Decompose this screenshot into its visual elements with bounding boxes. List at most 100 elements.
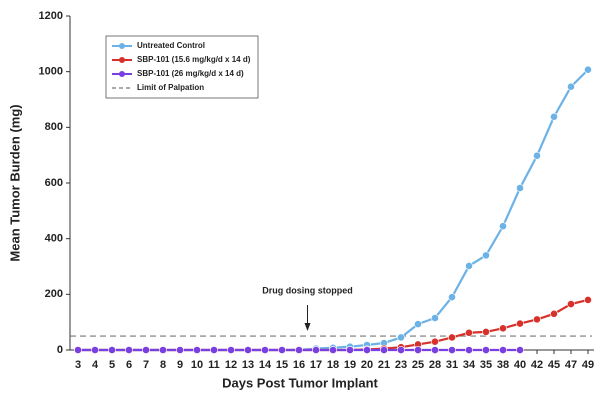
data-point	[465, 328, 473, 337]
data-point	[363, 346, 371, 354]
x-tick-label: 3	[75, 359, 81, 371]
data-point	[397, 333, 405, 342]
x-tick-label: 47	[565, 359, 577, 371]
data-point	[482, 328, 490, 336]
data-point	[414, 346, 422, 354]
legend-label: Untreated Control	[137, 41, 205, 50]
x-tick-label: 16	[293, 359, 305, 371]
legend-label: SBP-101 (15.6 mg/kg/d x 14 d)	[137, 55, 251, 64]
x-tick-label: 9	[177, 359, 183, 371]
data-point	[210, 346, 218, 354]
data-point	[499, 346, 507, 354]
data-point	[312, 346, 320, 354]
data-point	[431, 346, 439, 354]
x-tick-label: 5	[109, 359, 115, 371]
x-tick-label: 45	[548, 359, 560, 371]
data-point	[227, 346, 235, 354]
x-axis-title: Days Post Tumor Implant	[222, 375, 378, 390]
series-line	[78, 68, 589, 352]
data-point	[278, 346, 286, 354]
x-tick-label: 15	[276, 359, 288, 371]
data-point	[295, 346, 303, 354]
data-point	[533, 315, 541, 324]
data-point	[567, 300, 575, 308]
x-tick-label: 28	[429, 359, 441, 371]
data-point	[550, 309, 558, 318]
x-tick-label: 18	[327, 359, 339, 371]
y-axis-title: Mean Tumor Burden (mg)	[7, 104, 22, 261]
data-point	[482, 346, 490, 354]
data-point	[244, 346, 252, 354]
data-point	[448, 333, 456, 342]
data-point	[482, 251, 490, 260]
data-point	[567, 82, 575, 91]
data-point	[516, 346, 524, 354]
data-point	[533, 151, 541, 160]
y-tick-label: 200	[45, 288, 63, 300]
x-tick-label: 21	[378, 359, 390, 371]
data-point	[584, 295, 592, 304]
x-tick-label: 11	[208, 359, 220, 371]
data-point	[465, 262, 473, 270]
x-tick-label: 14	[259, 359, 272, 371]
data-point	[448, 293, 456, 302]
data-point	[550, 112, 558, 121]
data-point	[448, 346, 456, 354]
data-point	[499, 222, 507, 231]
y-tick-label: 1000	[39, 66, 63, 78]
x-tick-label: 49	[582, 359, 594, 371]
data-point	[261, 346, 269, 354]
data-point	[159, 346, 167, 354]
y-tick-label: 600	[45, 177, 63, 189]
legend-marker	[119, 43, 125, 49]
data-point	[176, 346, 184, 354]
data-point	[142, 346, 150, 354]
data-point	[431, 314, 439, 322]
x-tick-label: 7	[143, 359, 149, 371]
data-point	[516, 184, 524, 192]
x-tick-label: 19	[344, 359, 356, 371]
annotation-arrowhead	[304, 323, 311, 331]
legend-marker	[119, 71, 125, 77]
data-point	[380, 346, 388, 354]
x-tick-label: 12	[225, 359, 237, 371]
y-tick-label: 400	[45, 233, 63, 245]
legend-label: SBP-101 (26 mg/kg/d x 14 d)	[137, 69, 244, 78]
x-tick-label: 34	[463, 359, 476, 371]
data-point	[465, 346, 473, 354]
data-point	[108, 346, 116, 354]
data-point	[329, 346, 337, 354]
x-tick-label: 35	[480, 359, 492, 371]
x-tick-label: 31	[446, 359, 458, 371]
x-tick-label: 38	[497, 359, 509, 371]
x-tick-label: 10	[191, 359, 203, 371]
data-point	[346, 346, 354, 354]
x-tick-label: 4	[92, 359, 99, 371]
data-point	[125, 346, 133, 354]
data-point	[397, 346, 405, 354]
data-point	[74, 346, 82, 354]
data-point	[414, 320, 422, 329]
data-point	[431, 337, 439, 346]
x-tick-label: 23	[395, 359, 407, 371]
data-point	[516, 319, 524, 328]
data-point	[584, 65, 592, 74]
legend-marker	[119, 57, 125, 63]
x-tick-label: 6	[126, 359, 132, 371]
y-tick-label: 0	[57, 344, 63, 356]
x-tick-label: 25	[412, 359, 424, 371]
y-tick-label: 800	[45, 121, 63, 133]
x-tick-label: 13	[242, 359, 254, 371]
series-line	[78, 298, 589, 352]
x-tick-label: 42	[531, 359, 543, 371]
legend-label: Limit of Palpation	[137, 83, 204, 92]
y-tick-label: 1200	[39, 10, 63, 22]
x-tick-label: 40	[514, 359, 526, 371]
data-point	[193, 346, 201, 354]
annotation: Drug dosing stopped	[262, 285, 353, 295]
x-tick-label: 17	[310, 359, 322, 371]
data-point	[91, 346, 99, 354]
x-tick-label: 20	[361, 359, 373, 371]
x-tick-label: 8	[160, 359, 166, 371]
